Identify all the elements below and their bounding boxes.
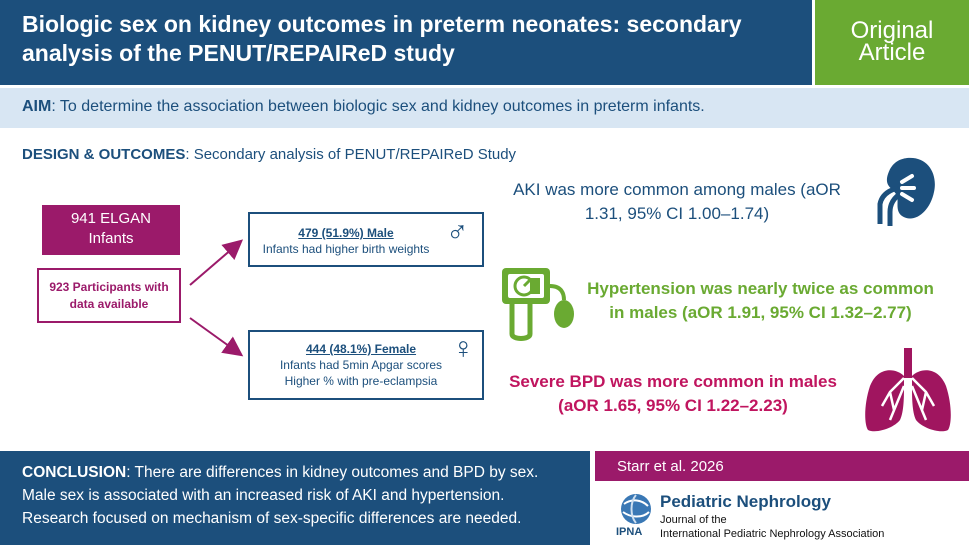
female-note-1: Infants had 5min Apgar scores — [279, 358, 443, 372]
htn-line-2: in males (aOR 1.91, 95% CI 1.32–2.77) — [609, 303, 912, 322]
conclusion-line-1: CONCLUSION: There are differences in kid… — [22, 461, 582, 484]
male-note: Infants had higher birth weights — [262, 242, 430, 256]
female-box: 444 (48.1%) Female Infants had 5min Apga… — [248, 330, 484, 400]
page-title: Biologic sex on kidney outcomes in prete… — [22, 10, 792, 68]
kidney-icon — [877, 157, 935, 226]
arrow-to-female — [189, 317, 244, 357]
aim-band — [0, 88, 969, 128]
conclusion-line-1-text: : There are differences in kidney outcom… — [126, 464, 539, 481]
arrow-to-male — [189, 239, 244, 286]
article-type-badge: Original Article — [815, 0, 969, 85]
male-heading: 479 (51.9%) Male — [298, 226, 394, 240]
journal-subtitle: Journal of the International Pediatric N… — [660, 513, 884, 541]
aim-text: : To determine the association between b… — [51, 98, 705, 115]
participants-line-1: 923 Participants with — [49, 280, 169, 294]
elgan-infants-box: 941 ELGAN Infants — [42, 205, 180, 255]
female-text: 444 (48.1%) Female Infants had 5min Apga… — [260, 341, 462, 389]
conclusion-label: CONCLUSION — [22, 464, 127, 481]
ipna-logo-text: IPNA — [616, 526, 643, 538]
female-symbol-icon: ♀ — [452, 332, 475, 365]
title-line-2: analysis of the PENUT/REPAIReD study — [22, 40, 455, 66]
bpd-result: Severe BPD was more common in males (aOR… — [498, 370, 848, 418]
male-box: 479 (51.9%) Male Infants had higher birt… — [248, 212, 484, 267]
design-text: : Secondary analysis of PENUT/REPAIReD S… — [185, 146, 517, 163]
citation-bar: Starr et al. 2026 — [595, 451, 969, 481]
hypertension-result: Hypertension was nearly twice as common … — [578, 277, 943, 325]
aim-label: AIM — [22, 98, 52, 115]
conclusion-line-2: Male sex is associated with an increased… — [22, 487, 505, 504]
bpd-line-2: (aOR 1.65, 95% CI 1.22–2.23) — [558, 396, 788, 415]
male-symbol-icon: ♂ — [446, 216, 469, 249]
badge-line-1: Original — [850, 17, 934, 44]
elgan-line-1: 941 ELGAN — [70, 210, 152, 227]
blood-pressure-monitor-icon — [502, 268, 574, 341]
citation-text: Starr et al. 2026 — [617, 458, 724, 475]
conclusion-panel: CONCLUSION: There are differences in kid… — [0, 451, 590, 545]
elgan-line-2: Infants — [88, 230, 134, 247]
aki-line-2: 1.31, 95% CI 1.00–1.74) — [584, 204, 770, 223]
ipna-globe-logo — [621, 494, 651, 524]
title-line-1: Biologic sex on kidney outcomes in prete… — [22, 11, 742, 37]
participants-box: 923 Participants with data available — [37, 268, 181, 323]
conclusion-line-3: Research focused on mechanism of sex-spe… — [22, 510, 522, 527]
female-note-2: Higher % with pre-eclampsia — [284, 374, 438, 388]
participants-line-2: data available — [69, 297, 149, 311]
journal-title: Pediatric Nephrology — [660, 492, 831, 511]
journal-subtitle-1: Journal of the — [660, 514, 727, 526]
htn-line-1: Hypertension was nearly twice as common — [587, 279, 934, 298]
aki-result: AKI was more common among males (aOR 1.3… — [492, 178, 862, 226]
bpd-line-1: Severe BPD was more common in males — [509, 372, 837, 391]
male-text: 479 (51.9%) Male Infants had higher birt… — [250, 225, 442, 257]
journal-subtitle-2: International Pediatric Nephrology Assoc… — [660, 528, 885, 540]
aki-line-1: AKI was more common among males (aOR — [513, 180, 841, 199]
design-outcomes: DESIGN & OUTCOMES: Secondary analysis of… — [22, 146, 516, 163]
lungs-icon — [865, 348, 951, 432]
design-label: DESIGN & OUTCOMES — [22, 146, 186, 163]
journal-block: IPNA Pediatric Nephrology Journal of the… — [612, 488, 969, 545]
title-banner: Biologic sex on kidney outcomes in prete… — [0, 0, 812, 85]
conclusion-text: CONCLUSION: There are differences in kid… — [22, 461, 582, 530]
aim-statement: AIM: To determine the association betwee… — [22, 98, 705, 116]
female-heading: 444 (48.1%) Female — [305, 342, 417, 356]
badge-line-2: Article — [858, 39, 926, 66]
